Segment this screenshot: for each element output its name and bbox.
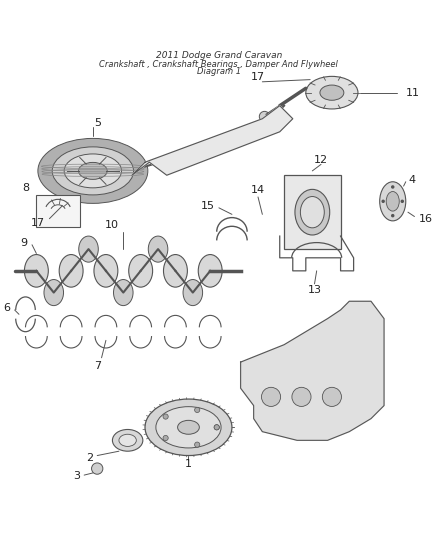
Circle shape bbox=[391, 185, 395, 189]
Bar bbox=[36, 195, 80, 228]
Circle shape bbox=[381, 199, 385, 203]
Text: Crankshaft , Crankshaft Bearings , Damper And Flywheel: Crankshaft , Crankshaft Bearings , Dampe… bbox=[99, 60, 338, 69]
Ellipse shape bbox=[94, 255, 118, 287]
Ellipse shape bbox=[320, 85, 344, 100]
Ellipse shape bbox=[25, 255, 48, 287]
Circle shape bbox=[259, 111, 270, 122]
Circle shape bbox=[292, 387, 311, 407]
Ellipse shape bbox=[79, 236, 98, 262]
Circle shape bbox=[92, 463, 103, 474]
Ellipse shape bbox=[38, 139, 148, 204]
Circle shape bbox=[261, 387, 281, 407]
Text: 9: 9 bbox=[21, 238, 28, 248]
Ellipse shape bbox=[52, 147, 134, 195]
Ellipse shape bbox=[177, 421, 199, 434]
Ellipse shape bbox=[78, 163, 107, 180]
Ellipse shape bbox=[156, 407, 221, 448]
Circle shape bbox=[322, 387, 342, 407]
Text: 16: 16 bbox=[419, 214, 433, 224]
Text: 4: 4 bbox=[408, 175, 415, 184]
Text: 2: 2 bbox=[86, 453, 93, 463]
Ellipse shape bbox=[198, 255, 222, 287]
Ellipse shape bbox=[380, 182, 406, 221]
Ellipse shape bbox=[119, 434, 136, 447]
Ellipse shape bbox=[129, 255, 152, 287]
Circle shape bbox=[194, 407, 200, 413]
Text: 17: 17 bbox=[251, 72, 265, 83]
Ellipse shape bbox=[163, 255, 187, 287]
Text: 14: 14 bbox=[251, 185, 265, 196]
Polygon shape bbox=[132, 106, 293, 175]
Ellipse shape bbox=[113, 430, 143, 451]
Text: 10: 10 bbox=[105, 220, 119, 230]
Text: 17: 17 bbox=[31, 218, 45, 228]
Ellipse shape bbox=[386, 191, 399, 211]
Text: Diagram 1: Diagram 1 bbox=[197, 68, 241, 76]
Circle shape bbox=[163, 435, 168, 441]
Ellipse shape bbox=[113, 279, 133, 305]
Ellipse shape bbox=[306, 76, 358, 109]
Text: 1: 1 bbox=[185, 459, 192, 469]
Ellipse shape bbox=[300, 197, 324, 228]
Circle shape bbox=[401, 199, 404, 203]
Circle shape bbox=[194, 442, 200, 447]
Bar bbox=[284, 175, 341, 249]
Polygon shape bbox=[240, 301, 384, 440]
Text: 6: 6 bbox=[4, 303, 10, 313]
Circle shape bbox=[391, 214, 395, 217]
Circle shape bbox=[163, 414, 168, 419]
Ellipse shape bbox=[145, 399, 232, 456]
Ellipse shape bbox=[295, 189, 330, 235]
Ellipse shape bbox=[44, 279, 64, 305]
Text: 11: 11 bbox=[406, 87, 420, 98]
Circle shape bbox=[214, 425, 219, 430]
Text: 15: 15 bbox=[201, 200, 215, 211]
Text: 3: 3 bbox=[73, 471, 80, 481]
Text: 2011 Dodge Grand Caravan: 2011 Dodge Grand Caravan bbox=[155, 51, 282, 60]
Circle shape bbox=[214, 425, 219, 430]
Text: 5: 5 bbox=[94, 118, 101, 128]
Ellipse shape bbox=[64, 154, 122, 188]
Ellipse shape bbox=[148, 236, 168, 262]
Text: 12: 12 bbox=[314, 155, 328, 165]
Text: 13: 13 bbox=[307, 285, 321, 295]
Text: 7: 7 bbox=[94, 361, 101, 372]
Ellipse shape bbox=[59, 255, 83, 287]
Text: 8: 8 bbox=[23, 183, 30, 193]
Ellipse shape bbox=[183, 279, 203, 305]
